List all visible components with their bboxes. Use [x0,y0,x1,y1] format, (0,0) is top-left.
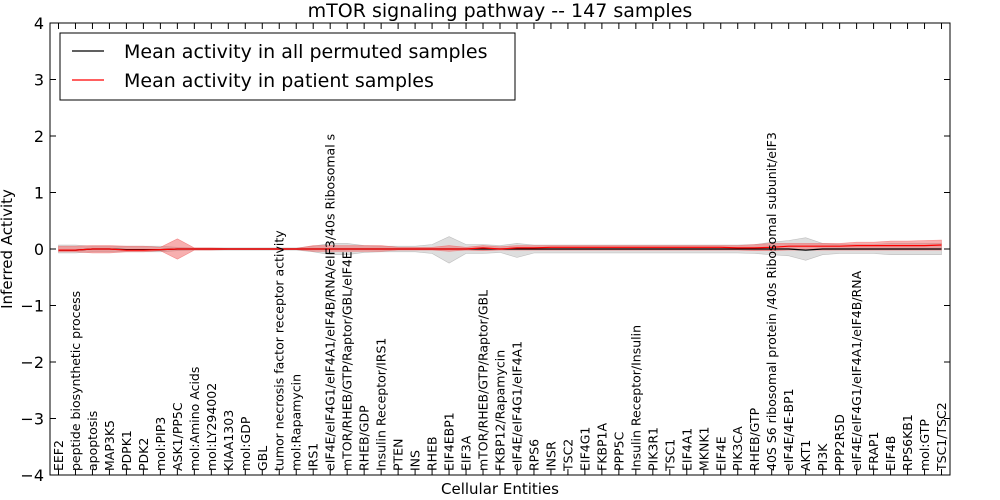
x-tick-label: EEF2 [51,440,66,471]
x-tick-label: PPP5C [611,431,626,471]
x-tick-label: RHEB [425,436,440,471]
x-tick-label: mTOR/RHEB/GTP/Raptor/GBL [476,290,491,471]
x-tick-label: mol:Rapamycin [289,374,304,471]
x-tick-label: KIAA1303 [221,410,236,471]
y-tick-label: −3 [20,410,44,429]
x-tick-label: mol:Amino Acids [187,367,202,471]
y-tick-label: 2 [34,127,44,146]
x-tick-label: mol:GDP [238,416,253,471]
x-tick-label: INS [408,450,423,471]
x-tick-label: FKBP12/Rapamycin [493,350,508,471]
x-tick-label: Insulin Receptor/Insulin [628,325,643,471]
x-tick-label: TSC1 [662,439,677,472]
x-tick-label: mol:GTP [917,419,932,471]
x-tick-label: Insulin Receptor/IRS1 [374,338,389,471]
x-tick-label: EIF4EBP1 [442,412,457,471]
x-tick-label: TSC1/TSC2 [934,402,949,472]
x-tick-label: MAP3K5 [102,420,117,471]
legend-box [59,32,516,101]
y-axis: 4 3 2 1 0 −1 −2 −3 −4 [20,14,950,485]
legend-label-permuted: Mean activity in all permuted samples [124,41,487,63]
x-tick-label: EIF4A1 [679,428,694,471]
x-tick-label: EIF4E [713,436,728,471]
x-tick-label: FKBP1A [594,423,609,471]
x-tick-label: EIF3A [459,435,474,471]
x-tick-label: EIF4G1 [577,427,592,471]
x-tick-label: RPS6 [527,439,542,471]
x-tick-label: PI3K [815,443,830,471]
y-axis-label: Inferred Activity [0,189,16,309]
x-tick-label: eIF4E/eIF4G1/eIF4A1/eIF4B/RNA/eIF3/40s R… [323,134,338,471]
x-tick-label: AKT1 [798,440,813,471]
x-tick-label: mTOR/RHEB/GTP/Raptor/GBL/eIF4E [340,251,355,471]
y-tick-label: −4 [20,466,44,485]
x-tick-label: PDK2 [136,438,151,471]
x-tick-label: RHEB/GDP [357,405,372,471]
x-tick-label: PPP2R5D [832,414,847,471]
x-tick-label: eIF4E/eIF4G1/eIF4A1 [510,341,525,471]
y-tick-label: −2 [20,353,44,372]
x-tick-label: PIK3CA [730,426,745,471]
y-tick-label: 3 [34,71,44,90]
x-tick-label: eIF4E/eIF4G1/eIF4A1/eIF4B/RNA [849,270,864,471]
line-patient [58,244,942,251]
x-tick-label: IRS1 [306,443,321,471]
x-tick-label: ASK1/PP5C [170,402,185,471]
y-tick-label: 1 [34,184,44,203]
x-axis: EEF2 peptide biosynthetic process apoptosi… [51,23,949,475]
x-tick-label: apoptosis [85,411,100,471]
y-tick-label: −1 [20,297,44,316]
x-tick-label: TSC2 [560,439,575,472]
x-tick-label: 40S S6 ribosomal protein /40s Ribosomal … [764,132,779,471]
x-tick-label: FRAP1 [866,432,881,471]
legend-label-patient: Mean activity in patient samples [124,70,434,92]
x-tick-label: mol:PIP3 [153,417,168,471]
x-tick-label: mol:LY294002 [204,383,219,471]
x-tick-label: PIK3R1 [645,427,660,471]
x-tick-label: EIF4B [883,436,898,471]
x-tick-label: INSR [543,441,558,471]
legend: Mean activity in all permuted samples Me… [59,32,516,101]
chart-title: mTOR signaling pathway -- 147 samples [308,0,693,22]
x-tick-label: MKNK1 [696,427,711,471]
x-tick-label: eIF4E/4E-BP1 [781,388,796,471]
x-tick-label: tumor necrosis factor receptor activity [272,230,287,471]
x-tick-label: RHEB/GTP [747,407,762,471]
x-tick-label: RPS6KB1 [900,414,915,471]
x-axis-label: Cellular Entities [441,480,559,498]
x-tick-label: PDPK1 [119,430,134,471]
y-tick-label: 4 [34,14,44,33]
y-tick-label: 0 [34,240,44,259]
series-lines [58,244,942,251]
x-tick-label: GBL [255,446,270,471]
x-tick-label: peptide biosynthetic process [68,291,83,471]
x-tick-label: PTEN [391,439,406,471]
